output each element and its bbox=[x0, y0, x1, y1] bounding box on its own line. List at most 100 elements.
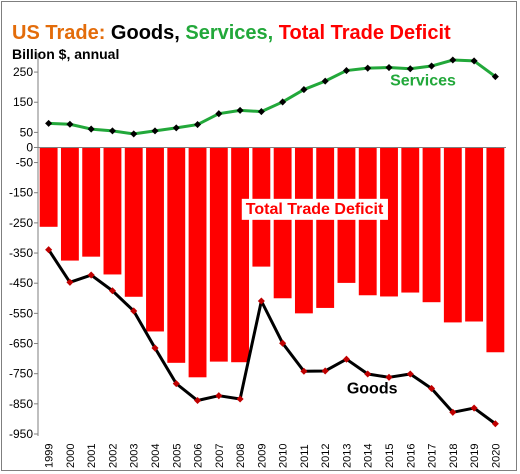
annotation-label: Total Trade Deficit bbox=[246, 201, 384, 218]
x-tick-label: 2005 bbox=[171, 444, 183, 468]
services-point bbox=[66, 120, 74, 128]
services-point bbox=[364, 64, 372, 72]
x-tick-label: 2004 bbox=[150, 444, 162, 468]
services-point bbox=[385, 64, 393, 72]
x-tick-label: 2019 bbox=[469, 444, 481, 468]
services-point bbox=[194, 121, 202, 129]
goods-point bbox=[87, 271, 95, 279]
services-point bbox=[236, 106, 244, 114]
deficit-bar bbox=[316, 147, 335, 308]
y-tick-label: 50 bbox=[20, 125, 34, 139]
y-tick-label: 150 bbox=[13, 95, 33, 109]
chart-title-part: Goods, bbox=[110, 22, 186, 44]
y-tick-label: -150 bbox=[9, 186, 33, 200]
deficit-bar bbox=[188, 147, 207, 378]
deficit-bar bbox=[60, 147, 79, 261]
y-tick-label: -750 bbox=[9, 367, 33, 381]
x-tick-label: 2001 bbox=[86, 444, 98, 468]
goods-point bbox=[385, 373, 393, 381]
deficit-bar bbox=[209, 147, 228, 362]
x-tick-label: 2012 bbox=[320, 444, 332, 468]
y-tick-label: -350 bbox=[9, 246, 33, 260]
goods-point bbox=[151, 344, 159, 352]
goods-point bbox=[449, 408, 457, 416]
x-tick-label: 2007 bbox=[214, 444, 226, 468]
goods-point bbox=[364, 370, 372, 378]
x-tick-label: 2003 bbox=[129, 444, 141, 468]
services-point bbox=[87, 125, 95, 133]
x-tick-label: 1999 bbox=[44, 444, 56, 468]
goods-point bbox=[108, 287, 116, 295]
services-point bbox=[406, 65, 414, 73]
goods-line bbox=[47, 248, 497, 425]
chart-title-part: US Trade: bbox=[12, 22, 111, 44]
x-tick-label: 2013 bbox=[341, 444, 353, 468]
annotation-label: Services bbox=[390, 73, 456, 90]
y-tick-label: -250 bbox=[9, 216, 33, 230]
goods-point bbox=[279, 339, 287, 347]
services-line bbox=[48, 58, 497, 136]
x-tick-label: 2011 bbox=[299, 444, 311, 468]
services-point bbox=[45, 119, 53, 127]
x-tick-label: 2020 bbox=[490, 444, 502, 468]
chart-title: US Trade: Goods, Services, Total Trade D… bbox=[12, 21, 451, 45]
x-tick-label: 2002 bbox=[107, 444, 119, 468]
services-point bbox=[300, 86, 308, 94]
deficit-bar bbox=[82, 147, 101, 257]
deficit-bar bbox=[231, 147, 250, 363]
deficit-bar bbox=[380, 147, 398, 297]
x-tick-label: 2017 bbox=[427, 444, 439, 468]
services-point bbox=[449, 56, 457, 64]
deficit-bar bbox=[358, 147, 377, 296]
services-point bbox=[470, 57, 478, 65]
deficit-bar bbox=[167, 147, 186, 363]
deficit-bar bbox=[422, 147, 441, 303]
deficit-bar bbox=[103, 147, 122, 275]
y-tick-label: -50 bbox=[16, 156, 34, 170]
goods-point bbox=[66, 278, 74, 286]
goods-point bbox=[342, 355, 350, 363]
services-point bbox=[172, 124, 180, 132]
deficit-bar bbox=[294, 147, 313, 314]
x-tick-label: 2008 bbox=[235, 444, 247, 468]
x-tick-label: 2016 bbox=[405, 444, 417, 468]
services-point bbox=[257, 108, 265, 116]
goods-point bbox=[321, 367, 329, 375]
y-tick-label: 250 bbox=[13, 65, 33, 79]
x-tick-label: 2000 bbox=[65, 444, 77, 468]
deficit-bar bbox=[124, 147, 143, 297]
deficit-bar bbox=[39, 147, 58, 227]
x-tick-label: 2018 bbox=[448, 444, 460, 468]
x-tick-label: 2015 bbox=[384, 444, 396, 468]
goods-point bbox=[236, 395, 244, 403]
y-tick-label: -650 bbox=[9, 337, 33, 351]
chart-title-part: Total Trade Deficit bbox=[278, 22, 451, 44]
goods-point bbox=[428, 384, 436, 392]
goods-point bbox=[300, 367, 308, 375]
services-point bbox=[342, 67, 350, 75]
goods-point bbox=[406, 370, 414, 378]
y-tick-label: 0 bbox=[26, 140, 33, 154]
x-tick-label: 2014 bbox=[363, 444, 375, 468]
y-tick-label: -950 bbox=[9, 427, 33, 441]
goods-point bbox=[172, 380, 180, 388]
deficit-bar bbox=[401, 147, 420, 293]
x-tick-label: 2006 bbox=[193, 444, 205, 468]
services-point bbox=[151, 127, 159, 135]
goods-point bbox=[257, 297, 265, 305]
services-point bbox=[279, 98, 287, 106]
deficit-bar bbox=[486, 147, 505, 353]
deficit-bar bbox=[146, 147, 164, 332]
services-point bbox=[215, 110, 223, 118]
deficit-bar bbox=[443, 147, 462, 323]
annotation-label: Goods bbox=[347, 380, 398, 397]
x-tick-label: 2010 bbox=[278, 444, 290, 468]
goods-point bbox=[491, 420, 499, 428]
services-point bbox=[491, 73, 499, 81]
services-point bbox=[321, 77, 329, 85]
services-point bbox=[130, 130, 138, 138]
deficit-bar bbox=[465, 147, 484, 322]
chart-title-part: Services, bbox=[185, 22, 279, 44]
annotation-background bbox=[241, 198, 388, 220]
